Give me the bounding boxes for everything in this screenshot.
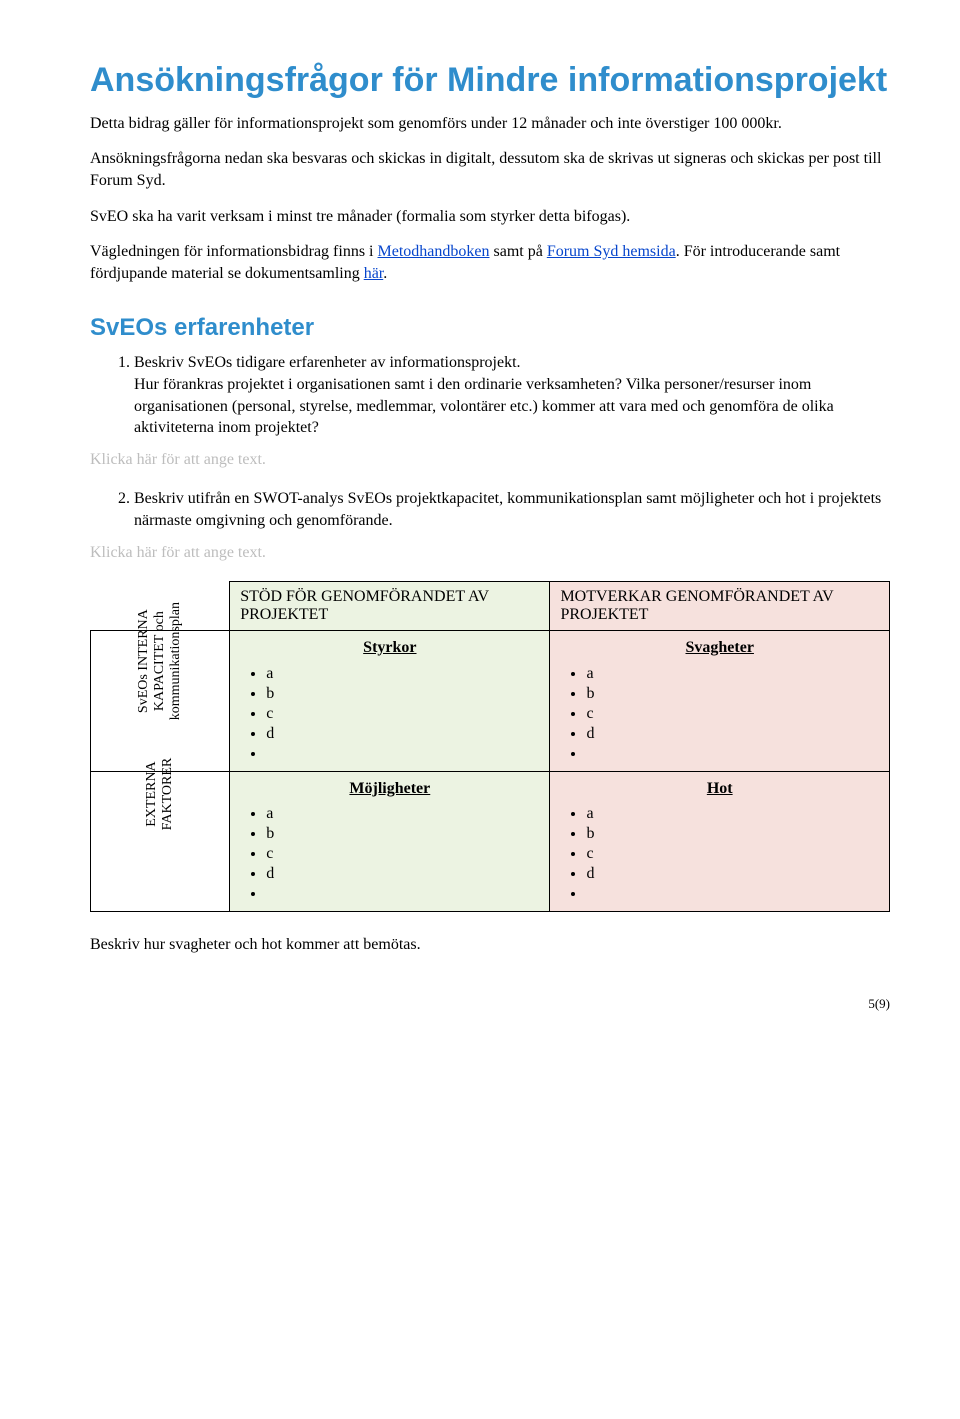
bullets-threats: a b c d — [586, 805, 879, 903]
item1-body: Hur förankras projektet i organisationen… — [134, 376, 834, 436]
swot-cell-threats: Hot a b c d — [550, 771, 890, 912]
swot-rowlabel-external: EXTERNA FAKTORER — [91, 771, 230, 912]
bullet-item: a — [586, 805, 879, 823]
swot-header-support: STÖD FÖR GENOMFÖRANDET AV PROJEKTET — [230, 582, 550, 631]
swot-cell-opportunities: Möjligheter a b c d — [230, 771, 550, 912]
quad-title-opportunities: Möjligheter — [240, 778, 539, 800]
bullet-item: c — [586, 705, 879, 723]
section-heading-erfarenheter: SvEOs erfarenheter — [90, 314, 890, 342]
placeholder-text-2[interactable]: Klicka här för att ange text. — [90, 542, 890, 564]
intro-p4-end: . — [383, 265, 387, 282]
page-footer: 5(9) — [90, 996, 890, 1012]
bullet-item — [586, 745, 879, 763]
bullets-opportunities: a b c d — [266, 805, 539, 903]
quad-title-threats: Hot — [560, 778, 879, 800]
list-item-2: Beskriv utifrån en SWOT-analys SvEOs pro… — [134, 488, 890, 531]
quad-title-weaknesses: Svagheter — [560, 637, 879, 659]
bullet-item: d — [586, 865, 879, 883]
rowlabel1-line2: KAPACITET och — [152, 611, 167, 711]
bullet-item: a — [266, 665, 539, 683]
bullet-item: d — [266, 725, 539, 743]
bullet-item — [586, 885, 879, 903]
rowlabel1-line1: SvEOs INTERNA — [136, 609, 151, 713]
bullets-weaknesses: a b c d — [586, 665, 879, 763]
bullet-item: a — [586, 665, 879, 683]
intro-para-2: Ansökningsfrågorna nedan ska besvaras oc… — [90, 148, 890, 191]
bullet-item: a — [266, 805, 539, 823]
intro-para-3: SvEO ska ha varit verksam i minst tre må… — [90, 206, 890, 228]
swot-header-against: MOTVERKAR GENOMFÖRANDET AV PROJEKTET — [550, 582, 890, 631]
swot-cell-weaknesses: Svagheter a b c d — [550, 631, 890, 772]
bullet-item: d — [586, 725, 879, 743]
intro-p4-pre: Vägledningen för informationsbidrag finn… — [90, 243, 378, 260]
swot-cell-strengths: Styrkor a b c d — [230, 631, 550, 772]
link-forum-syd[interactable]: Forum Syd hemsida — [547, 243, 676, 260]
intro-p4-mid: samt på — [489, 243, 546, 260]
placeholder-text-1[interactable]: Klicka här för att ange text. — [90, 449, 890, 471]
bullet-item — [266, 745, 539, 763]
bullet-item: b — [266, 685, 539, 703]
bullet-item: d — [266, 865, 539, 883]
rowlabel2-line1: EXTERNA — [144, 761, 159, 826]
list-item-1: Beskriv SvEOs tidigare erfarenheter av i… — [134, 352, 890, 438]
swot-rowlabel-internal: SvEOs INTERNA KAPACITET och kommunikatio… — [91, 631, 230, 772]
bullet-item: b — [266, 825, 539, 843]
bullet-item: b — [586, 685, 879, 703]
rowlabel1-line3: kommunikationsplan — [168, 602, 183, 720]
swot-table: STÖD FÖR GENOMFÖRANDET AV PROJEKTET MOTV… — [90, 581, 890, 912]
item1-lead: Beskriv SvEOs tidigare erfarenheter av i… — [134, 354, 521, 371]
bullets-strengths: a b c d — [266, 665, 539, 763]
bullet-item: c — [266, 845, 539, 863]
rowlabel2-line2: FAKTORER — [160, 757, 175, 830]
quad-title-strengths: Styrkor — [240, 637, 539, 659]
link-har[interactable]: här — [364, 265, 384, 282]
intro-para-4: Vägledningen för informationsbidrag finn… — [90, 241, 890, 284]
page-title: Ansökningsfrågor för Mindre informations… — [90, 60, 890, 101]
bullet-item: b — [586, 825, 879, 843]
intro-para-1: Detta bidrag gäller för informationsproj… — [90, 113, 890, 135]
after-table-text: Beskriv hur svagheter och hot kommer att… — [90, 934, 890, 956]
bullet-item — [266, 885, 539, 903]
bullet-item: c — [266, 705, 539, 723]
bullet-item: c — [586, 845, 879, 863]
link-metodhandboken[interactable]: Metodhandboken — [378, 243, 490, 260]
